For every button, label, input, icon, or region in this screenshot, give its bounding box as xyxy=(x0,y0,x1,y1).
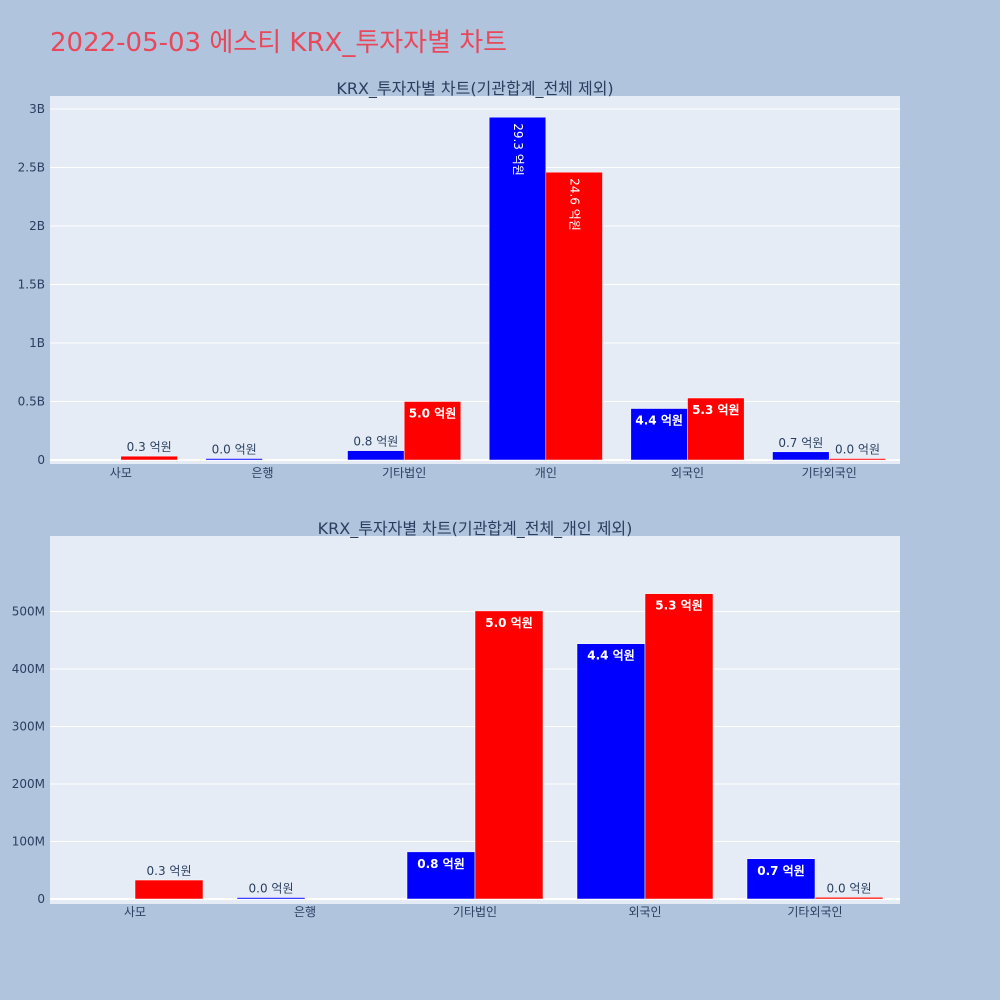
bar xyxy=(545,171,603,461)
data-label: 5.3 억원 xyxy=(655,599,703,613)
chart-title: KRX_투자자별 차트(기관합계_전체_개인 제외) xyxy=(318,519,633,539)
y-tick-label: 0 xyxy=(37,892,45,906)
data-label: 0.0 억원 xyxy=(835,443,880,457)
bar xyxy=(644,593,714,900)
bar xyxy=(474,610,544,900)
y-tick-label: 2B xyxy=(29,219,45,233)
y-tick-label: 0 xyxy=(37,453,45,467)
x-tick-label: 개인 xyxy=(535,466,557,480)
x-tick-label: 기타법인 xyxy=(453,905,497,919)
y-tick-label: 500M xyxy=(12,605,45,619)
data-label: 0.8 억원 xyxy=(353,435,398,449)
bar xyxy=(120,455,178,461)
y-tick-label: 200M xyxy=(12,777,45,791)
bar xyxy=(403,401,462,461)
x-tick-label: 외국인 xyxy=(671,466,704,480)
data-label: 0.0 억원 xyxy=(212,443,257,457)
data-label: 0.0 억원 xyxy=(827,881,872,895)
y-tick-label: 0.5B xyxy=(18,395,45,409)
bar xyxy=(746,858,816,900)
page-title: 2022-05-03 에스티 KRX_투자자별 차트 xyxy=(50,28,508,58)
data-label: 0.3 억원 xyxy=(127,440,172,454)
bar xyxy=(406,851,476,900)
bar xyxy=(828,458,887,461)
bar xyxy=(488,116,547,461)
data-label: 0.7 억원 xyxy=(757,864,805,878)
x-tick-label: 기타외국인 xyxy=(787,905,842,919)
data-label: 5.0 억원 xyxy=(409,407,457,421)
data-label: 24.6 억원 xyxy=(568,178,582,231)
data-label: 4.4 억원 xyxy=(635,414,683,428)
x-tick-label: 기타외국인 xyxy=(802,466,857,480)
chart-title: KRX_투자자별 차트(기관합계_전체 제외) xyxy=(336,79,613,99)
data-label: 0.0 억원 xyxy=(249,882,294,896)
plot-area xyxy=(50,96,900,464)
data-label: 5.0 억원 xyxy=(485,616,533,630)
data-label: 29.3 억원 xyxy=(511,123,525,176)
y-tick-label: 400M xyxy=(12,662,45,676)
data-label: 5.3 억원 xyxy=(692,403,740,417)
y-tick-label: 100M xyxy=(12,835,45,849)
x-tick-label: 외국인 xyxy=(628,905,661,919)
data-label: 4.4 억원 xyxy=(587,649,635,663)
y-tick-label: 300M xyxy=(12,720,45,734)
bar xyxy=(772,451,830,461)
y-tick-label: 3B xyxy=(29,102,45,116)
bar xyxy=(687,397,745,461)
data-label: 0.8 억원 xyxy=(417,857,465,871)
bar xyxy=(347,450,405,461)
x-tick-label: 은행 xyxy=(294,904,316,919)
data-label: 0.7 억원 xyxy=(778,436,823,450)
x-tick-label: 사모 xyxy=(124,905,146,919)
y-tick-label: 2.5B xyxy=(18,161,45,175)
x-tick-label: 기타법인 xyxy=(382,466,426,480)
chart-2: 0 100M 200M 300M 400M 500M KRX_투자자별 차트(기관합계_전체… xyxy=(12,519,900,919)
bar xyxy=(814,897,884,900)
data-label: 0.3 억원 xyxy=(147,864,192,878)
x-tick-label: 은행 xyxy=(251,465,273,480)
x-tick-label: 사모 xyxy=(110,466,132,480)
y-tick-label: 1B xyxy=(29,336,45,350)
bar xyxy=(205,458,263,461)
y-tick-label: 1.5B xyxy=(18,278,45,292)
bar xyxy=(630,408,688,461)
bar xyxy=(236,897,306,900)
bar xyxy=(576,643,646,900)
chart-1: 0 0.5B 1B 1.5B 2B 2.5B 3B KRX_투자자별 차트(기관합계_전체 제… xyxy=(18,79,900,480)
bar xyxy=(134,879,204,900)
